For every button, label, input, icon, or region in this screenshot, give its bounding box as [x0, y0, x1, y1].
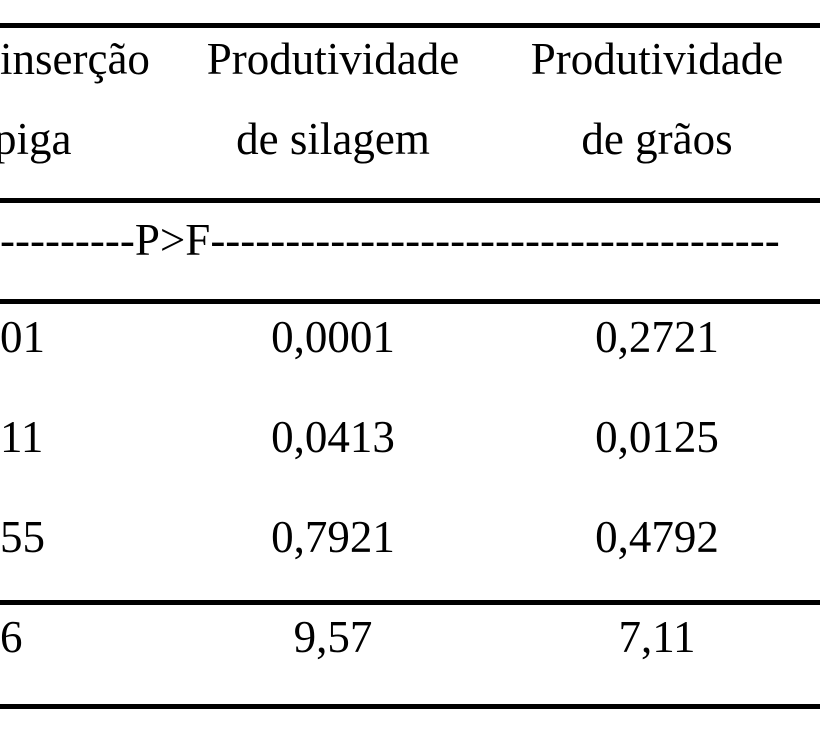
- row4-col1-value: 6: [0, 612, 23, 662]
- header-col1-line2: piga: [0, 114, 72, 164]
- header-col2-line2: de silagem: [236, 114, 430, 164]
- row4-col3-value: 7,11: [618, 612, 696, 662]
- pf-dashes-right: --------------------------------------: [210, 215, 780, 265]
- header-row-line1: inserção Produtividade Produtividade: [0, 37, 835, 87]
- table-row: 6 9,57 7,11: [0, 615, 835, 665]
- row2-col3-value: 0,0125: [595, 412, 719, 462]
- row3-col1-value: 55: [0, 512, 45, 562]
- pf-dashes-left: ---------: [0, 215, 135, 265]
- header-col1-line1: inserção: [0, 34, 150, 84]
- table-cv-top-rule: [0, 600, 820, 605]
- row1-col2-value: 0,0001: [271, 312, 395, 362]
- table-pf-bottom-rule: [0, 299, 820, 304]
- pf-label: P>F: [134, 215, 211, 265]
- row2-col1-value: 11: [0, 412, 44, 462]
- row2-col2-value: 0,0413: [271, 412, 395, 462]
- header-col2-line1: Produtividade: [206, 34, 460, 84]
- table-row: 01 0,0001 0,2721: [0, 315, 835, 365]
- row3-col2-value: 0,7921: [271, 512, 395, 562]
- table-bottom-rule: [0, 704, 820, 709]
- table-row: 11 0,0413 0,0125: [0, 415, 835, 465]
- row3-col3-value: 0,4792: [595, 512, 719, 562]
- table-header-bottom-rule: [0, 198, 820, 203]
- table-top-rule: [0, 23, 820, 28]
- row1-col3-value: 0,2721: [595, 312, 719, 362]
- pf-divider-line: ---------P>F----------------------------…: [0, 218, 780, 263]
- pf-divider-row: ---------P>F----------------------------…: [0, 218, 835, 268]
- table-row: 55 0,7921 0,4792: [0, 515, 835, 565]
- header-col3-line1: Produtividade: [530, 34, 784, 84]
- header-col3-line2: de grãos: [581, 114, 733, 164]
- header-row-line2: piga de silagem de grãos: [0, 117, 835, 167]
- row1-col1-value: 01: [0, 312, 45, 362]
- row4-col2-value: 9,57: [293, 612, 373, 662]
